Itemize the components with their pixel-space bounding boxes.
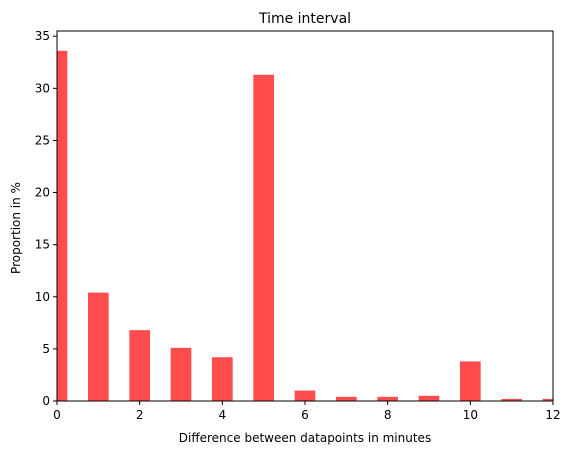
y-tick-label-20: 20 (35, 186, 50, 200)
bar-3 (170, 347, 192, 401)
bar-8 (377, 396, 398, 401)
y-tick-label-30: 30 (35, 81, 50, 95)
bar-2 (129, 330, 150, 401)
chart-title: Time interval (258, 11, 351, 27)
y-tick-label-15: 15 (35, 238, 50, 252)
x-tick-label-0: 0 (53, 408, 61, 422)
bars (57, 50, 553, 401)
bar-10 (460, 361, 481, 401)
bar-0 (57, 50, 68, 401)
y-tick-label-0: 0 (42, 394, 50, 408)
y-tick-label-25: 25 (35, 133, 50, 147)
y-tick-label-10: 10 (35, 290, 50, 304)
y-tick-label-35: 35 (35, 29, 50, 43)
bar-6 (294, 390, 316, 401)
bar-12 (542, 398, 553, 401)
bar-9 (418, 395, 440, 401)
x-tick-label-6: 6 (301, 408, 309, 422)
x-axis-label: Difference between datapoints in minutes (179, 431, 431, 445)
x-tick-label-10: 10 (463, 408, 478, 422)
x-axis: 0 2 4 6 8 10 12 (53, 401, 561, 422)
x-tick-label-2: 2 (136, 408, 144, 422)
x-tick-label-12: 12 (545, 408, 560, 422)
x-tick-label-8: 8 (384, 408, 392, 422)
x-tick-label-4: 4 (219, 408, 227, 422)
y-axis: 0 5 10 15 20 25 30 35 (35, 29, 57, 408)
bar-5 (253, 74, 274, 401)
bar-1 (88, 292, 109, 401)
bar-4 (212, 357, 233, 401)
y-axis-label: Proportion in % (9, 182, 23, 274)
bar-7 (336, 396, 357, 401)
y-tick-label-5: 5 (42, 342, 50, 356)
bar-11 (501, 398, 522, 401)
